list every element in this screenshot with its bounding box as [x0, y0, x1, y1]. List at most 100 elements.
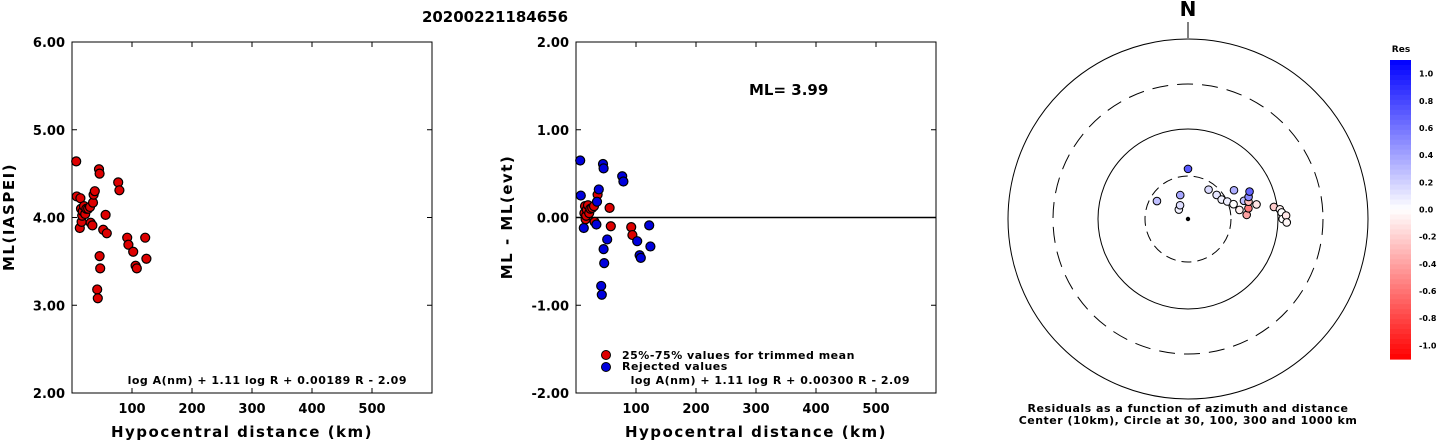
y-tick-label: 3.00: [33, 299, 65, 314]
data-point: [100, 209, 111, 220]
data-point: [591, 196, 603, 207]
station-residual-point: [1175, 200, 1185, 210]
colorbar-label: -0.6: [1419, 287, 1437, 296]
colorbar-step: [1390, 179, 1411, 186]
colorbar-step: [1390, 84, 1411, 91]
colorbar-step: [1390, 119, 1411, 126]
data-point: [596, 280, 607, 292]
data-point: [131, 263, 142, 274]
station-residual-point: [1152, 196, 1162, 206]
colorbar-step: [1390, 129, 1411, 136]
data-points: [575, 155, 656, 300]
north-label: N: [1180, 0, 1197, 21]
colorbar-step: [1390, 329, 1411, 335]
x-tick-label: 500: [862, 402, 889, 417]
data-point: [575, 190, 586, 201]
colorbar-step: [1390, 60, 1411, 66]
colorbar-step: [1390, 144, 1411, 151]
colorbar-step: [1390, 189, 1411, 196]
colorbar-step: [1390, 109, 1411, 116]
x-tick-labels: 100 200 300 400 500: [118, 42, 386, 417]
colorbar-step: [1390, 284, 1411, 290]
colorbar-step: [1390, 289, 1411, 295]
y-tick-label: 2.00: [537, 36, 569, 51]
caption-line-1: Residuals as a function of azimuth and d…: [1028, 402, 1349, 415]
data-point: [128, 246, 139, 257]
y-tick-label: 2.00: [33, 387, 65, 402]
colorbar-step: [1390, 304, 1411, 310]
colorbar-step: [1390, 314, 1411, 320]
colorbar-step: [1390, 269, 1411, 275]
colorbar: 1.0 0.8 0.6 0.4 0.2 0.0 -0.2 -0.4 -0.6 -0.8 -1.0: [1390, 60, 1437, 360]
x-axis-label: Hypocentral distance (km): [625, 423, 887, 441]
data-point: [596, 289, 607, 300]
station-residual-point: [1229, 185, 1239, 195]
station-residual-point: [1252, 200, 1261, 209]
colorbar-step: [1390, 194, 1411, 201]
colorbar-step: [1390, 89, 1411, 96]
data-point: [94, 251, 105, 262]
x-tick-label: 300: [742, 402, 769, 417]
data-point: [141, 253, 152, 264]
colorbar-label: 0.0: [1419, 206, 1434, 215]
colorbar-step: [1390, 234, 1411, 240]
colorbar-label: 0.4: [1419, 151, 1434, 160]
ring-300km: [1052, 83, 1324, 355]
colorbar-step: [1390, 114, 1411, 121]
data-point: [602, 234, 613, 245]
data-point: [578, 222, 589, 234]
data-point: [87, 220, 98, 231]
station-residual-point: [1229, 199, 1238, 209]
ml-annotation: ML= 3.99: [749, 81, 828, 99]
colorbar-step: [1390, 224, 1411, 231]
y-tick-label: 1.00: [537, 124, 569, 139]
y-tick-label: 4.00: [33, 212, 65, 227]
x-tick-label: 200: [178, 402, 205, 417]
data-point: [101, 228, 112, 239]
station-residual-point: [1175, 190, 1185, 200]
x-tick-label: 400: [802, 402, 829, 417]
x-tick-label: 500: [358, 402, 385, 417]
data-point: [645, 241, 656, 252]
colorbar-step: [1390, 174, 1411, 181]
colorbar-step: [1390, 214, 1411, 221]
colorbar-label: -0.8: [1419, 314, 1437, 323]
data-point: [635, 252, 646, 263]
colorbar-step: [1390, 124, 1411, 131]
colorbar-step: [1390, 204, 1411, 211]
colorbar-step: [1390, 79, 1411, 86]
station-residual-point: [1235, 205, 1244, 215]
data-points: [71, 156, 152, 304]
colorbar-step: [1390, 264, 1411, 270]
colorbar-title: Res: [1392, 45, 1410, 55]
data-point: [140, 232, 151, 243]
station-residual-point: [1245, 187, 1254, 196]
station-residual-point: [1282, 218, 1292, 227]
data-point: [644, 220, 655, 231]
colorbar-step: [1390, 324, 1411, 330]
data-point: [92, 284, 103, 295]
colorbar-step: [1390, 349, 1411, 355]
data-point: [89, 186, 100, 197]
colorbar-step: [1390, 219, 1411, 226]
formula-label: log A(nm) + 1.11 log R + 0.00189 R - 2.0…: [128, 374, 407, 387]
data-point: [94, 168, 105, 179]
colorbar-step: [1390, 339, 1411, 345]
colorbar-step: [1390, 274, 1411, 280]
data-point: [598, 243, 609, 255]
colorbar-step: [1390, 244, 1411, 250]
colorbar-step: [1390, 309, 1411, 315]
data-point: [618, 176, 629, 187]
data-point: [591, 219, 602, 230]
colorbar-step: [1390, 99, 1411, 106]
data-point: [575, 155, 586, 166]
colorbar-label: 0.2: [1419, 178, 1433, 187]
x-tick-label: 100: [118, 402, 145, 417]
data-point: [95, 263, 106, 274]
y-tick-label: 0.00: [537, 212, 569, 227]
colorbar-step: [1390, 74, 1411, 81]
data-point: [604, 202, 615, 213]
figure-title: 20200221184656: [422, 8, 568, 26]
y-axis-label: ML(IASPEI): [0, 163, 18, 271]
colorbar-step: [1390, 239, 1411, 245]
